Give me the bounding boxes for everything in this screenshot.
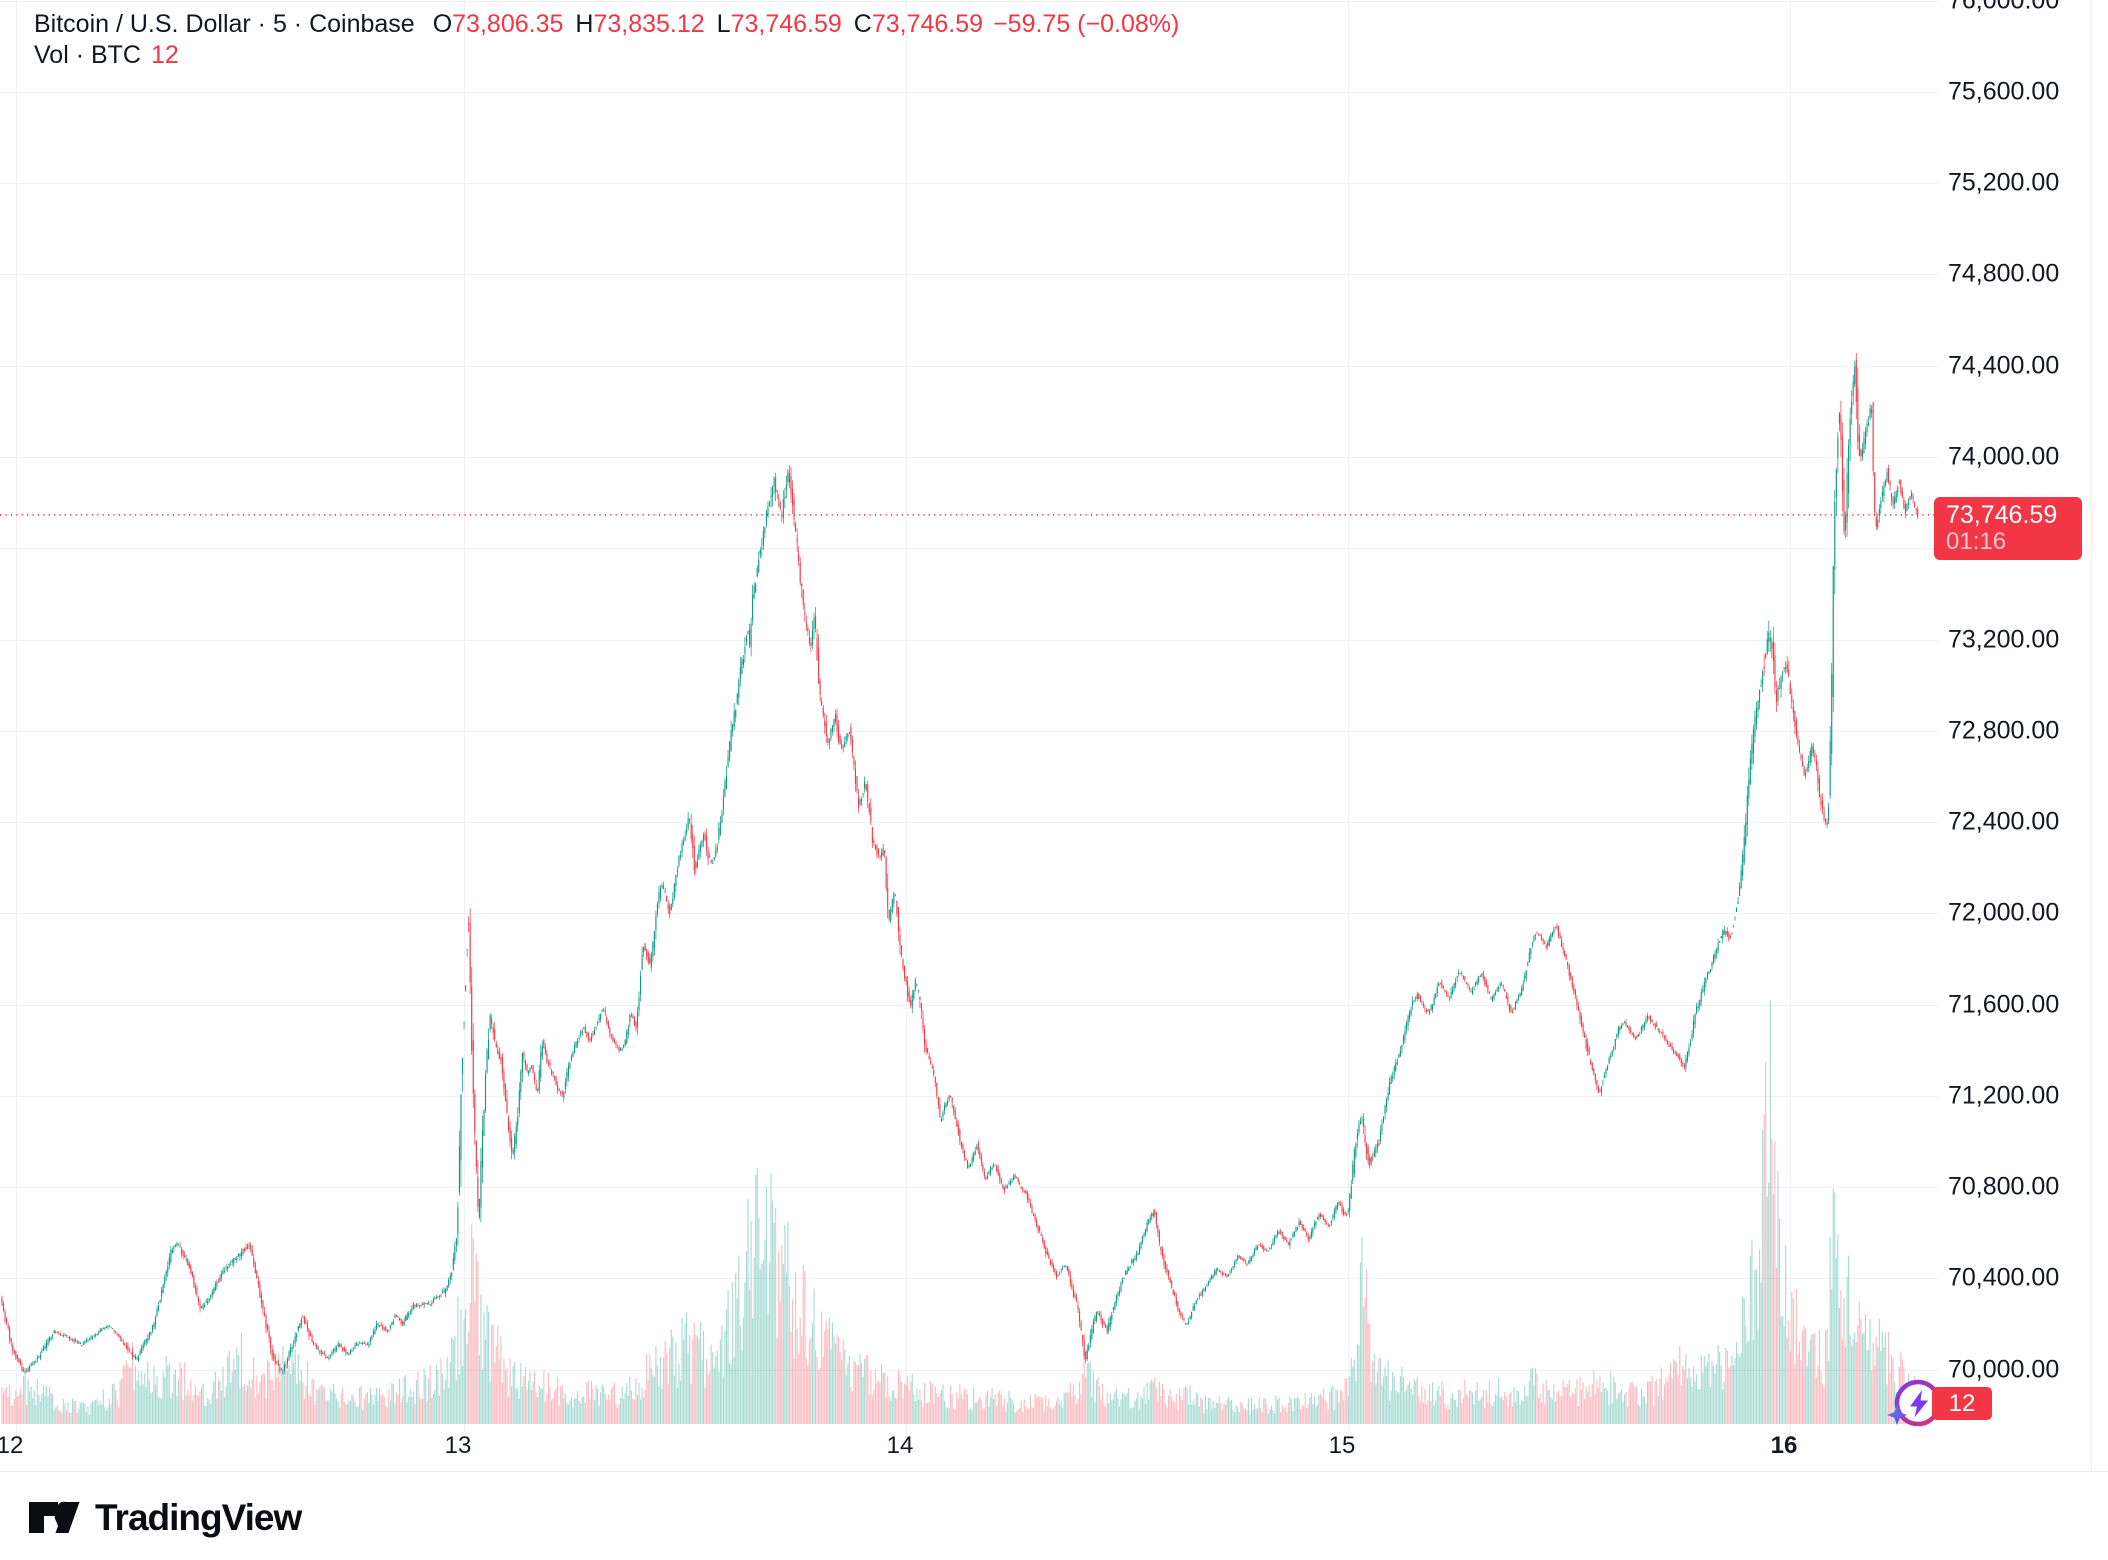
volume-layer: [1, 999, 1919, 1424]
volume-study-value: 12: [150, 41, 179, 69]
tradingview-logo[interactable]: TradingView: [28, 1496, 302, 1540]
high-label: H: [575, 10, 594, 38]
time-axis-label-12: 12: [0, 1432, 24, 1459]
price-axis-label: 74,000.00: [1948, 442, 2060, 471]
time-axis-separator: [0, 1471, 2108, 1472]
price-axis-label: 75,600.00: [1948, 77, 2060, 106]
price-axis-label: 70,000.00: [1948, 1355, 2060, 1384]
last-price-value: 73,746.59: [1946, 500, 2058, 529]
price-axis-label: 75,200.00: [1948, 168, 2060, 197]
lightning-bolt-icon: [1910, 1390, 1928, 1418]
bar-countdown: 01:16: [1946, 527, 2007, 555]
grid-layer: [0, 0, 1938, 1448]
volume-value-tag: 12: [1932, 1387, 1992, 1420]
price-axis-label: 72,400.00: [1948, 807, 2060, 836]
price-axis-label: 70,800.00: [1948, 1172, 2060, 1201]
price-axis-label: 74,800.00: [1948, 259, 2060, 288]
chart-legend: Bitcoin / U.S. Dollar · 5 · Coinbase O73,…: [34, 9, 1179, 71]
low-label: L: [716, 10, 731, 38]
change-value: −59.75 (−0.08%): [993, 10, 1180, 38]
close-value: 73,746.59: [871, 10, 984, 38]
price-axis-label: 72,000.00: [1948, 898, 2060, 927]
symbol-title[interactable]: Bitcoin / U.S. Dollar · 5 · Coinbase: [34, 10, 415, 38]
volume-study-label[interactable]: Vol · BTC: [34, 41, 141, 69]
close-label: C: [853, 10, 872, 38]
low-value: 73,746.59: [730, 10, 842, 38]
candles-layer: [1, 353, 1919, 1376]
time-axis-label-16: 16: [1770, 1432, 1798, 1459]
price-axis-right-edge: [2091, 0, 2092, 1471]
sparkle-icon: [1887, 1405, 1907, 1425]
price-axis-label: 72,800.00: [1948, 716, 2060, 745]
open-label: O: [432, 10, 453, 38]
tradingview-logo-mark: [29, 1501, 80, 1533]
time-axis-label-15: 15: [1328, 1432, 1356, 1459]
price-axis-label: 70,400.00: [1948, 1263, 2060, 1292]
price-axis-label: 73,200.00: [1948, 625, 2060, 654]
high-value: 73,835.12: [593, 10, 705, 38]
price-axis-label: 76,000.00: [1948, 0, 2060, 15]
price-axis-label: 71,600.00: [1948, 990, 2060, 1019]
time-axis-label-13: 13: [444, 1432, 472, 1459]
tradingview-logo-text: TradingView: [95, 1497, 302, 1538]
last-price-tag[interactable]: 73,746.59 01:16: [1934, 496, 2082, 560]
price-axis-label: 71,200.00: [1948, 1081, 2060, 1110]
open-value: 73,806.35: [452, 10, 564, 38]
time-axis-label-14: 14: [886, 1432, 914, 1459]
price-axis-label: 74,400.00: [1948, 351, 2060, 380]
